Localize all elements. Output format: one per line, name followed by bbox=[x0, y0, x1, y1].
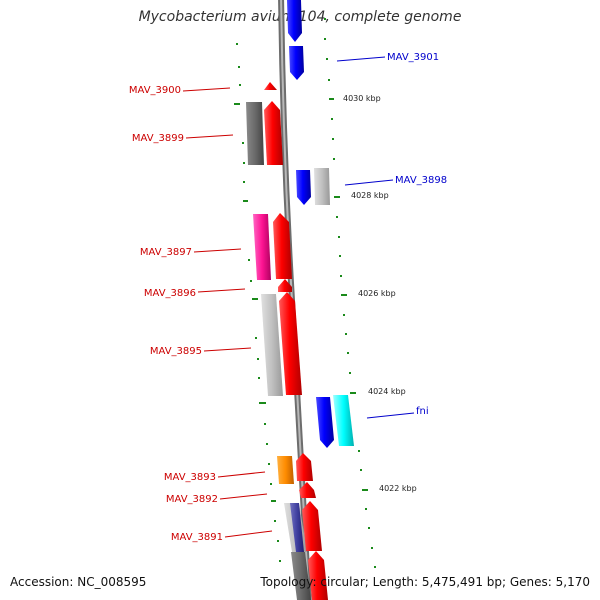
gene-fni-bar bbox=[333, 395, 354, 446]
label-mav3897: MAV_3897 bbox=[140, 247, 192, 258]
leader-mav3900 bbox=[182, 87, 231, 92]
gene-mav3897-bar bbox=[253, 214, 271, 280]
gene-mav3899 bbox=[264, 101, 283, 165]
kbp-label-4030: 4030 kbp bbox=[343, 94, 381, 103]
gene-mav3896 bbox=[278, 279, 292, 292]
gene-mav3900 bbox=[264, 82, 277, 90]
label-mav3891: MAV_3891 bbox=[171, 532, 223, 543]
kbp-label-4026: 4026 kbp bbox=[358, 289, 396, 298]
label-mav3895: MAV_3895 bbox=[150, 346, 202, 357]
leader-mav3901 bbox=[336, 56, 386, 62]
leader-mav3897 bbox=[193, 248, 242, 253]
gene-mav3891 bbox=[302, 501, 322, 551]
label-mav3900: MAV_3900 bbox=[129, 85, 181, 96]
leader-mav3892 bbox=[219, 493, 268, 500]
label-mav3899: MAV_3899 bbox=[132, 133, 184, 144]
kbp-label-4022: 4022 kbp bbox=[379, 484, 417, 493]
label-mav3896: MAV_3896 bbox=[144, 288, 196, 299]
gene-mav3897 bbox=[273, 213, 292, 279]
leader-mav3898 bbox=[344, 179, 394, 186]
gene-mav3901 bbox=[289, 46, 304, 80]
gene-mav3893 bbox=[296, 453, 313, 481]
leader-mav3891 bbox=[224, 530, 273, 538]
leader-fni bbox=[366, 412, 415, 419]
gene-mav3895 bbox=[279, 292, 302, 395]
kbp-label-4028: 4028 kbp bbox=[351, 191, 389, 200]
gene-mav3899-bar bbox=[246, 102, 264, 165]
leader-lines bbox=[182, 56, 415, 538]
label-mav3892: MAV_3892 bbox=[166, 494, 218, 505]
gene-mav3898 bbox=[296, 170, 311, 205]
genome-summary-text: Topology: circular; Length: 5,475,491 bp… bbox=[260, 575, 590, 589]
leader-mav3899 bbox=[185, 134, 234, 139]
label-mav3898: MAV_3898 bbox=[395, 175, 447, 186]
tick-ring-inner bbox=[234, 43, 281, 562]
gene-mav3891-inner bbox=[290, 503, 304, 552]
gene-mav3898-bar bbox=[314, 168, 330, 205]
tick-ring-outer bbox=[324, 18, 376, 568]
leader-mav3896 bbox=[197, 288, 246, 293]
reverse-genes bbox=[287, 0, 354, 448]
gene-mav3895-bar bbox=[261, 294, 283, 396]
forward-genes bbox=[246, 82, 328, 600]
accession-text: Accession: NC_008595 bbox=[10, 575, 147, 589]
gene-top-blue bbox=[287, 0, 302, 42]
gene-mav3893-bar bbox=[277, 456, 294, 484]
gene-lower-bar bbox=[291, 552, 311, 600]
gene-labels: MAV_3901 MAV_3900 MAV_3899 MAV_3898 MAV_… bbox=[129, 52, 447, 543]
label-fni: fni bbox=[416, 406, 429, 417]
gene-fni bbox=[316, 397, 334, 448]
gene-lower bbox=[308, 551, 328, 600]
kbp-labels: 4030 kbp 4028 kbp 4026 kbp 4024 kbp 4022… bbox=[343, 94, 417, 493]
gene-mav3892 bbox=[299, 482, 316, 498]
kbp-label-4024: 4024 kbp bbox=[368, 387, 406, 396]
label-mav3893: MAV_3893 bbox=[164, 472, 216, 483]
label-mav3901: MAV_3901 bbox=[387, 52, 439, 63]
leader-mav3895 bbox=[203, 347, 252, 352]
leader-mav3893 bbox=[217, 471, 266, 478]
